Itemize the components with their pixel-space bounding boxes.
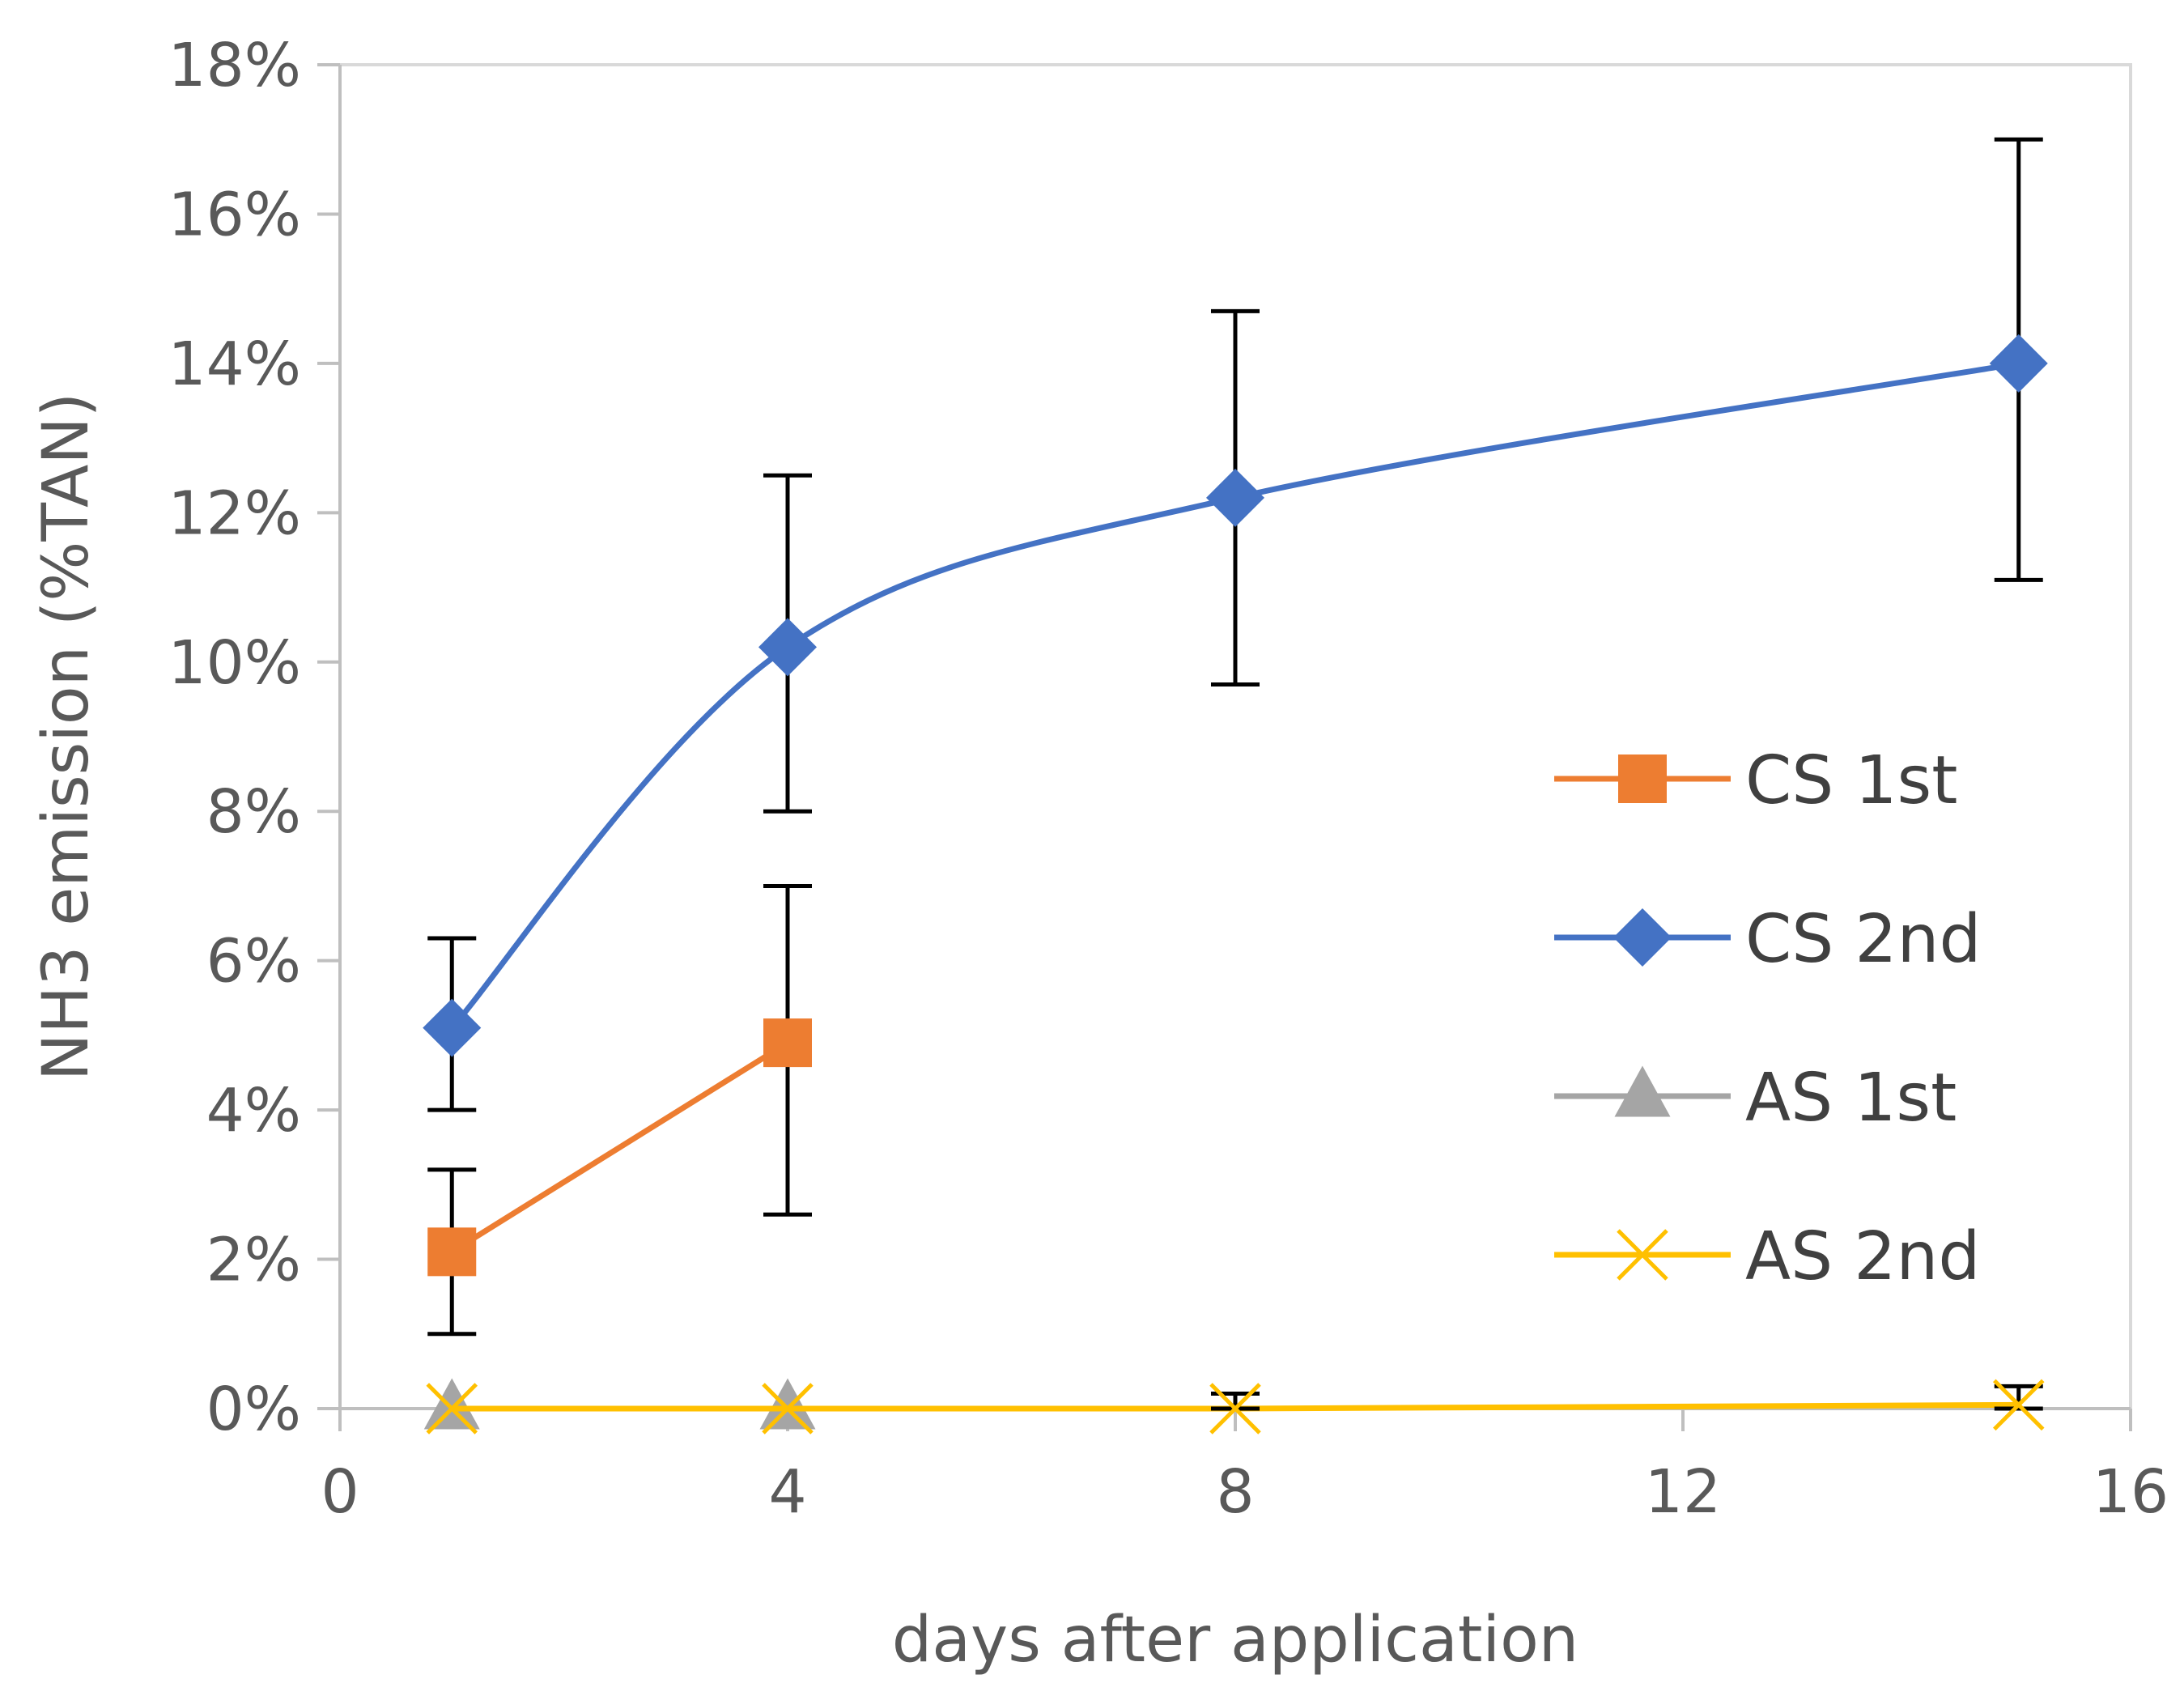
- x-marker-stroke: [426, 1383, 478, 1435]
- x-marker-stroke: [1992, 1379, 2045, 1431]
- data-point: [1992, 1379, 2045, 1431]
- series-cs-2nd: [423, 137, 2048, 1112]
- x-tick-label: 4: [768, 1457, 806, 1527]
- y-tick-label: 12%: [168, 478, 301, 548]
- y-tick-label: 4%: [206, 1076, 301, 1146]
- data-point: [426, 1383, 478, 1435]
- legend-label: AS 1st: [1745, 1060, 1957, 1137]
- x-tick-label: 12: [1645, 1457, 1721, 1527]
- data-point: [427, 1227, 477, 1277]
- x-axis-title: days after application: [892, 1604, 1579, 1677]
- data-point: [423, 998, 482, 1057]
- y-axis-title: NH3 emission (%TAN): [30, 393, 103, 1081]
- y-tick-label: 18%: [168, 31, 301, 100]
- legend-marker: [1617, 1229, 1668, 1281]
- legend-item: CS 1st: [1554, 742, 1957, 819]
- y-tick-label: 0%: [206, 1375, 301, 1444]
- x-marker-stroke: [762, 1383, 814, 1435]
- legend-label: CS 1st: [1745, 742, 1957, 819]
- series-as-2nd: [426, 1379, 2045, 1435]
- series-as-1st: [423, 1378, 816, 1430]
- series-line: [450, 1040, 789, 1255]
- y-tick-label: 2%: [206, 1226, 301, 1295]
- data-point: [423, 1378, 480, 1430]
- legend-label: AS 2nd: [1745, 1218, 1980, 1295]
- legend-marker: [1618, 754, 1667, 803]
- x-tick-label: 0: [321, 1457, 359, 1527]
- x-marker-stroke: [1617, 1229, 1668, 1281]
- x-marker-stroke: [1209, 1383, 1261, 1435]
- data-point: [1206, 468, 1264, 527]
- data-point: [758, 618, 817, 677]
- legend-item: CS 2nd: [1554, 901, 1982, 978]
- series-line: [449, 360, 2020, 1030]
- data-point: [759, 1378, 816, 1430]
- y-tick-label: 10%: [168, 628, 301, 698]
- plot-area-frame: [338, 63, 2132, 1410]
- legend-item: AS 1st: [1554, 1060, 1957, 1137]
- data-point: [1209, 1383, 1261, 1435]
- series-line: [452, 1401, 2019, 1412]
- data-point: [1989, 334, 2048, 393]
- x-tick-label: 16: [2093, 1457, 2169, 1527]
- legend-marker: [1614, 1065, 1671, 1117]
- x-tick-label: 8: [1216, 1457, 1254, 1527]
- data-point: [762, 1383, 814, 1435]
- y-tick-label: 16%: [168, 180, 301, 249]
- series-cs-1st: [427, 883, 812, 1337]
- legend-label: CS 2nd: [1745, 901, 1982, 978]
- y-tick-label: 8%: [206, 777, 301, 847]
- data-point: [763, 1018, 812, 1068]
- legend-marker: [1613, 908, 1672, 967]
- y-tick-label: 14%: [168, 329, 301, 399]
- legend-item: AS 2nd: [1554, 1218, 1980, 1295]
- y-tick-label: 6%: [206, 927, 301, 997]
